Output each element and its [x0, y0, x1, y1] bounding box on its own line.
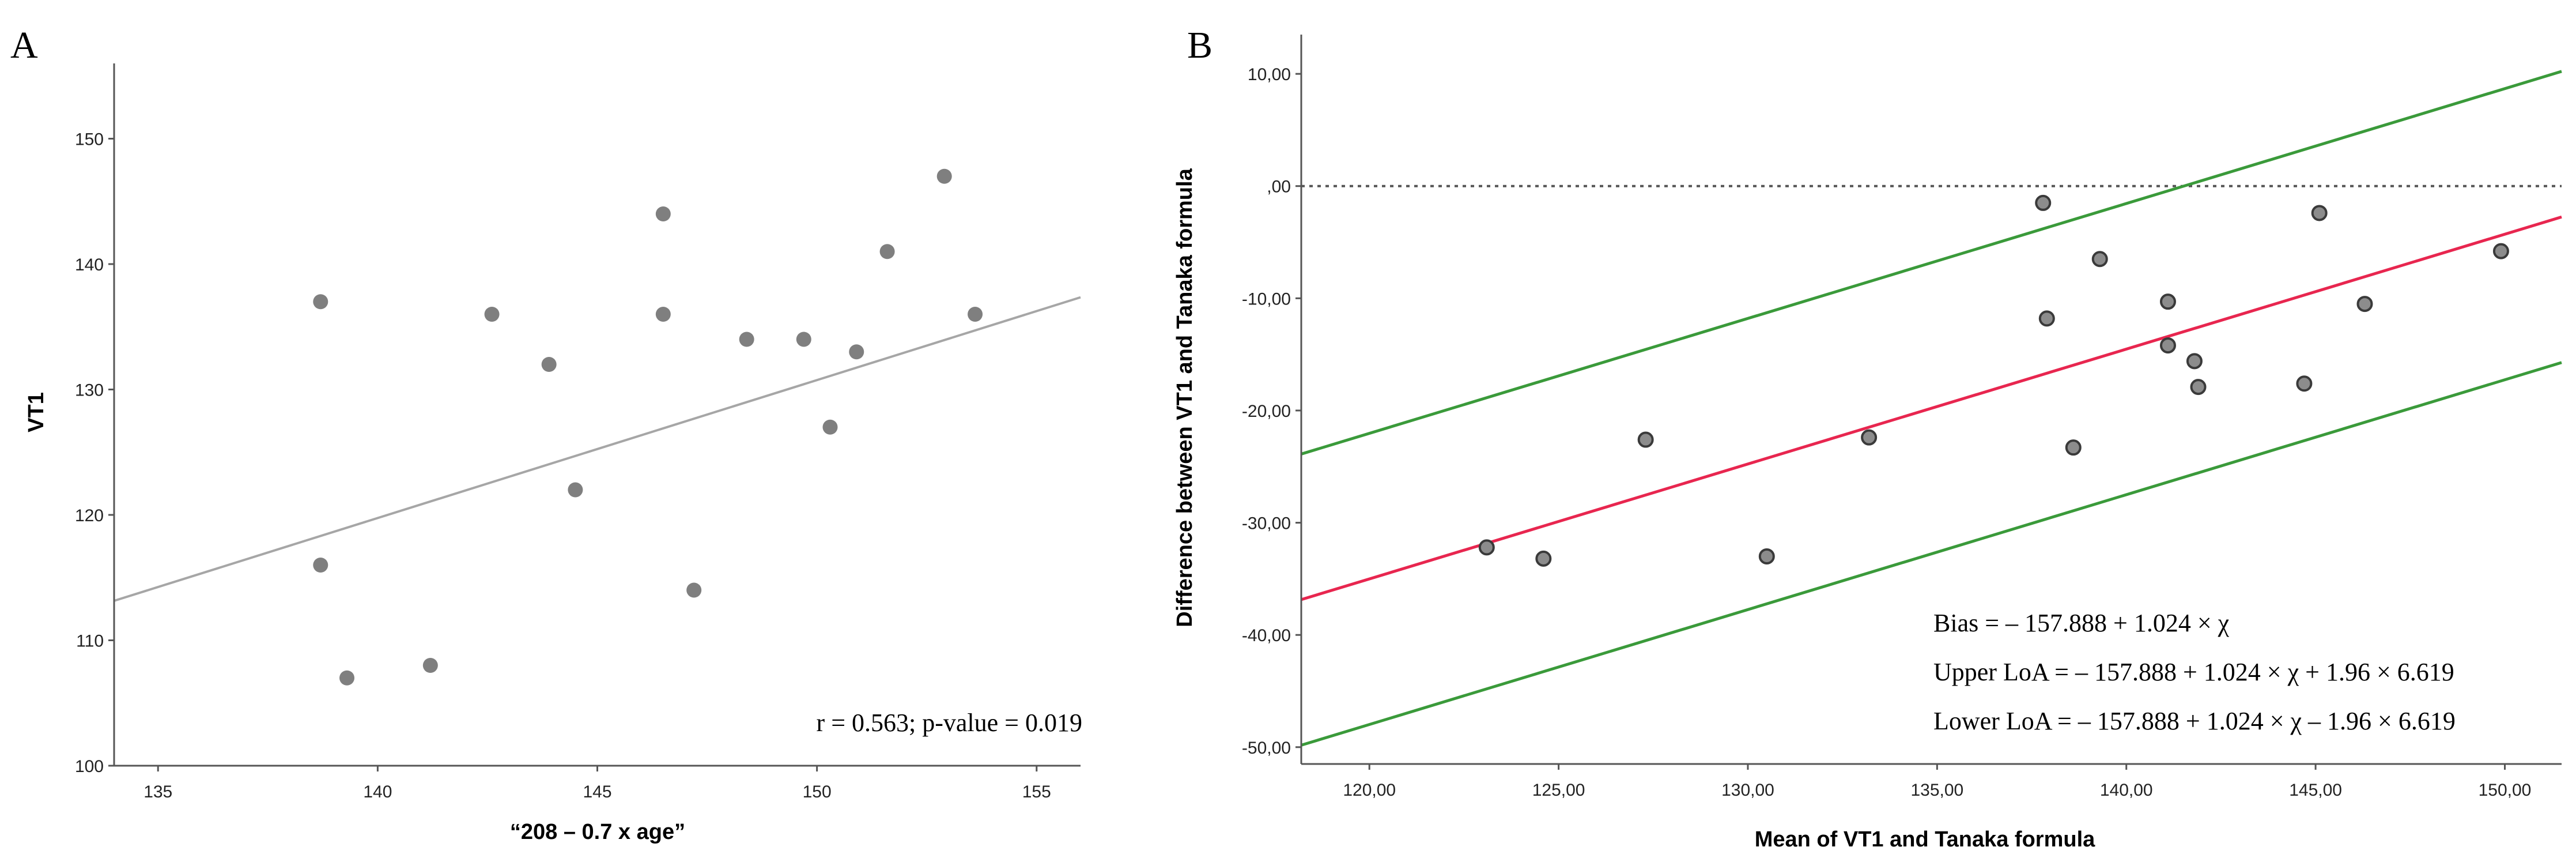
b-y-tick-label: -50,00: [1242, 739, 1291, 758]
a-data-point: [739, 332, 754, 347]
b-data-point: [1478, 539, 1495, 556]
b-y-tick-label: -40,00: [1242, 626, 1291, 645]
a-data-point: [849, 344, 864, 360]
b-y-tick-label: -10,00: [1242, 289, 1291, 308]
b-x-tick-label: 125,00: [1532, 781, 1585, 800]
a-x-tick-label: 150: [803, 782, 832, 801]
b-data-point: [2296, 375, 2313, 392]
a-data-point: [313, 294, 328, 310]
b-data-point: [1637, 431, 1654, 448]
b-x-tick-label: 135,00: [1910, 781, 1963, 800]
a-y-tick-label: 120: [75, 506, 104, 525]
a-data-point: [968, 307, 983, 322]
b-bias-line: [1301, 215, 2562, 601]
a-data-point: [655, 206, 671, 221]
a-data-point: [796, 332, 811, 347]
a-data-point: [936, 168, 952, 184]
b-lower-loa-line: [1301, 361, 2562, 747]
a-regression-line: [114, 296, 1081, 602]
a-data-point: [339, 670, 355, 686]
a-x-axis-title: “208 – 0.7 x age”: [510, 820, 685, 844]
a-y-tick-label: 140: [75, 255, 104, 274]
panel-b-letter: B: [1187, 24, 1213, 66]
b-x-tick-label: 120,00: [1343, 781, 1396, 800]
b-data-point: [2035, 194, 2052, 211]
a-data-point: [422, 658, 438, 673]
a-x-tick-label: 135: [143, 782, 172, 801]
b-y-tick-label: ,00: [1267, 178, 1291, 197]
a-x-tick-label: 155: [1022, 782, 1051, 801]
b-data-point: [2038, 310, 2055, 327]
b-data-point: [2159, 293, 2176, 310]
b-x-axis-title: Mean of VT1 and Tanaka formula: [1755, 827, 2095, 852]
b-upper-loa-equation: Upper LoA = – 157.888 + 1.024 × χ + 1.96…: [1933, 658, 2454, 686]
b-data-point: [2311, 205, 2328, 221]
b-data-point: [2356, 296, 2373, 313]
b-upper-loa-line: [1301, 70, 2562, 456]
panel-a-letter: A: [10, 24, 38, 66]
a-y-tick-label: 100: [75, 757, 104, 776]
b-y-tick-label: 10,00: [1248, 65, 1291, 84]
a-data-point: [879, 244, 895, 259]
b-data-point: [1758, 548, 1775, 564]
a-correlation-annotation: r = 0.563; p-value = 0.019: [817, 709, 1082, 737]
a-data-point: [313, 558, 328, 573]
b-data-point: [2065, 439, 2082, 456]
b-data-point: [2159, 337, 2176, 354]
a-x-tick-label: 145: [583, 782, 611, 801]
a-y-tick-label: 150: [75, 130, 104, 149]
a-data-point: [686, 582, 702, 598]
a-data-point: [568, 482, 583, 498]
a-data-point: [655, 307, 671, 322]
a-x-tick-label: 140: [363, 782, 392, 801]
a-data-point: [822, 419, 838, 435]
a-y-tick-label: 110: [76, 632, 104, 651]
b-lower-loa-equation: Lower LoA = – 157.888 + 1.024 × χ – 1.96…: [1933, 707, 2456, 735]
b-y-axis-title: Difference between VT1 and Tanaka formul…: [1173, 168, 1197, 627]
a-data-point: [484, 307, 500, 322]
b-x-tick-label: 145,00: [2289, 781, 2342, 800]
b-y-tick-label: -30,00: [1242, 514, 1291, 533]
b-data-point: [2190, 379, 2207, 396]
b-x-tick-label: 140,00: [2100, 781, 2153, 800]
b-data-point: [1861, 429, 1878, 446]
b-y-tick-label: -20,00: [1242, 402, 1291, 421]
a-y-tick-label: 130: [75, 381, 104, 400]
panel-a: A 135 140 145 150 155 100 110 120 130 140 150 r =…: [10, 24, 1082, 844]
b-data-point: [2091, 251, 2108, 268]
b-data-point: [2492, 243, 2509, 259]
a-y-axis-title: VT1: [24, 392, 48, 432]
b-bias-equation: Bias = – 157.888 + 1.024 × χ: [1933, 609, 2230, 637]
b-data-point: [2186, 353, 2203, 370]
a-data-point: [541, 357, 557, 372]
b-data-point: [1535, 550, 1552, 567]
panel-b: B 120,00 125,00 130,00 135,00 140,00 145,00 15…: [1173, 24, 2562, 852]
b-x-tick-label: 150,00: [2479, 781, 2532, 800]
b-x-tick-label: 130,00: [1721, 781, 1774, 800]
